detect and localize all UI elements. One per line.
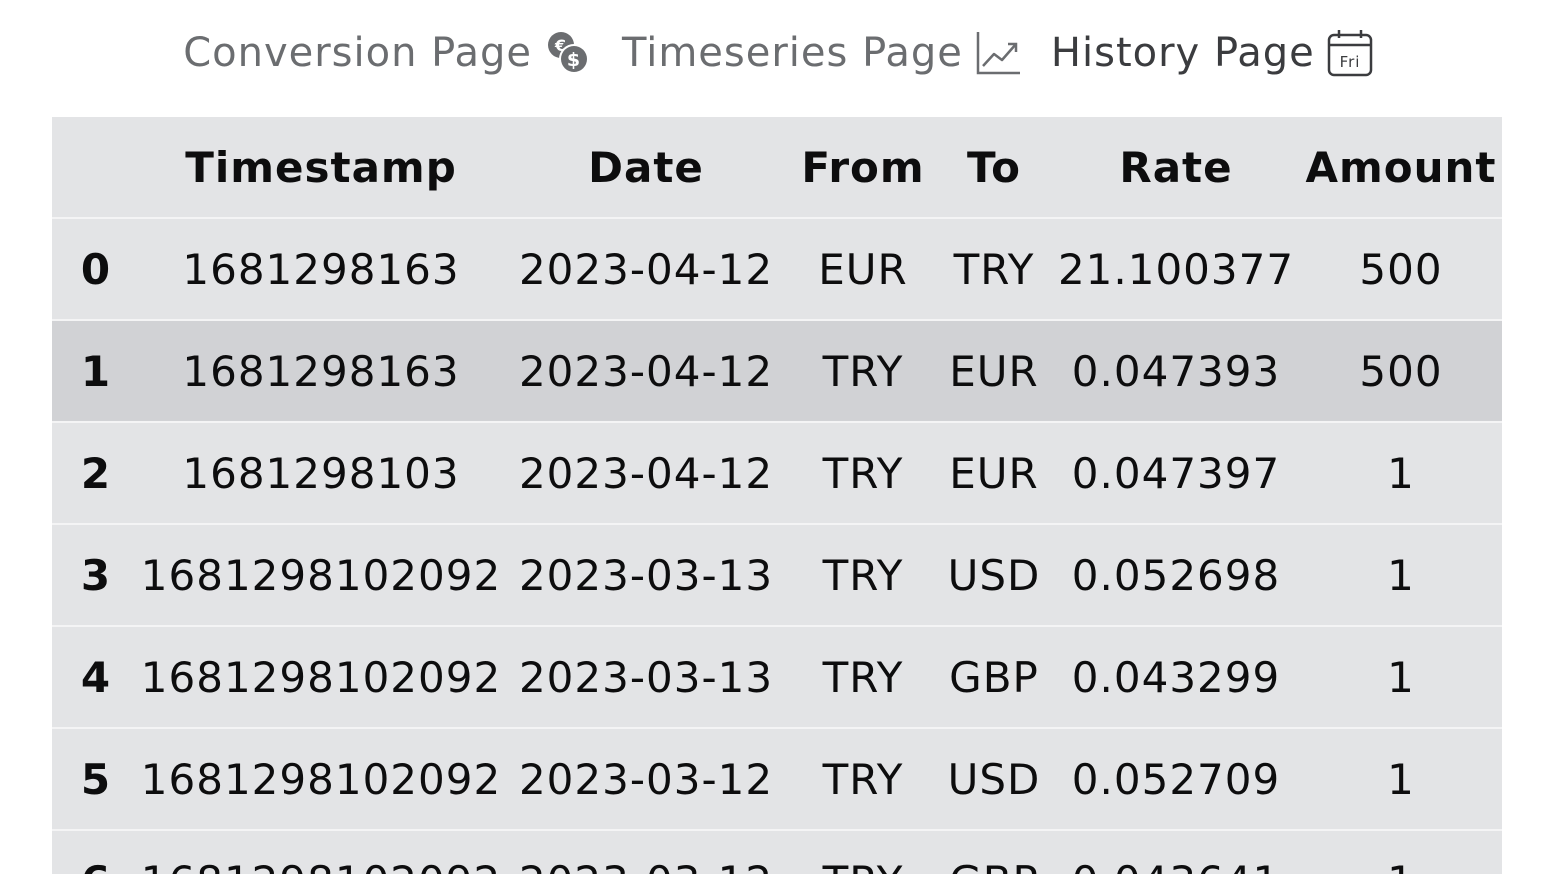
cell-index: 4 <box>52 626 140 729</box>
calendar-icon: Fri <box>1327 29 1373 77</box>
calendar-day-text: Fri <box>1339 53 1360 71</box>
column-header-to[interactable]: To <box>936 117 1052 219</box>
cell-index: 3 <box>52 524 140 627</box>
column-header-from[interactable]: From <box>790 117 936 219</box>
table-row[interactable]: 4 1681298102092 2023-03-13 TRY GBP 0.043299 1 <box>52 626 1502 729</box>
cell-amount: 1 <box>1300 626 1502 729</box>
cell-rate: 0.047397 <box>1052 422 1300 525</box>
cell-from: EUR <box>790 218 936 321</box>
cell-timestamp: 1681298102092 <box>140 626 502 729</box>
cell-from: TRY <box>790 626 936 729</box>
cell-date: 2023-04-12 <box>502 218 790 321</box>
table-header-row: Timestamp Date From To Rate Amount <box>52 117 1502 219</box>
column-header-index <box>52 117 140 219</box>
nav-conversion-page[interactable]: Conversion Page € $ <box>183 29 592 77</box>
cell-from: TRY <box>790 320 936 423</box>
cell-from: TRY <box>790 728 936 831</box>
cell-index: 5 <box>52 728 140 831</box>
cell-from: TRY <box>790 422 936 525</box>
cell-timestamp: 1681298163 <box>140 320 502 423</box>
cell-rate: 0.043299 <box>1052 626 1300 729</box>
table-row[interactable]: 3 1681298102092 2023-03-13 TRY USD 0.052698 1 <box>52 524 1502 627</box>
history-table-container[interactable]: Timestamp Date From To Rate Amount 0 1681… <box>52 117 1502 874</box>
cell-rate: 0.052698 <box>1052 524 1300 627</box>
table-row[interactable]: 616812981020922023-03-12TRYGBP0.0436411 <box>52 830 1502 874</box>
cell-amount: 1 <box>1300 422 1502 525</box>
column-header-date[interactable]: Date <box>502 117 790 219</box>
nav-timeseries-label: Timeseries Page <box>622 30 963 76</box>
cell-amount: 1 <box>1300 830 1502 874</box>
cell-from: TRY <box>790 830 936 874</box>
cell-date: 2023-03-13 <box>502 626 790 729</box>
cell-amount: 1 <box>1300 524 1502 627</box>
cell-to: EUR <box>936 422 1052 525</box>
cell-date: 2023-04-12 <box>502 320 790 423</box>
nav-history-page[interactable]: History Page Fri <box>1051 29 1373 77</box>
cell-index: 2 <box>52 422 140 525</box>
column-header-rate[interactable]: Rate <box>1052 117 1300 219</box>
cell-timestamp: 1681298102092 <box>140 524 502 627</box>
cell-index: 1 <box>52 320 140 423</box>
column-header-amount[interactable]: Amount <box>1300 117 1502 219</box>
cell-date: 2023-03-12 <box>502 830 790 874</box>
history-table: Timestamp Date From To Rate Amount 0 1681… <box>52 117 1502 874</box>
cell-amount: 500 <box>1300 218 1502 321</box>
table-row[interactable]: 5 1681298102092 2023-03-12 TRY USD 0.052709 1 <box>52 728 1502 831</box>
cell-to: GBP <box>936 830 1052 874</box>
cell-to: TRY <box>936 218 1052 321</box>
cell-from: TRY <box>790 524 936 627</box>
table-body: 0 1681298163 2023-04-12 EUR TRY 21.100377 500 1… <box>52 218 1502 874</box>
page-navigation: Conversion Page € $ Timeseries Page Hist… <box>0 0 1556 106</box>
cell-timestamp: 1681298103 <box>140 422 502 525</box>
cell-amount: 500 <box>1300 320 1502 423</box>
coins-currency-icon: € $ <box>544 29 592 77</box>
table-row[interactable]: 0 1681298163 2023-04-12 EUR TRY 21.100377 500 <box>52 218 1502 321</box>
line-chart-icon <box>975 30 1021 76</box>
cell-timestamp: 1681298102092 <box>140 728 502 831</box>
cell-to: EUR <box>936 320 1052 423</box>
nav-history-label: History Page <box>1050 30 1315 76</box>
cell-to: USD <box>936 524 1052 627</box>
cell-to: USD <box>936 728 1052 831</box>
cell-index: 6 <box>52 830 140 874</box>
cell-to: GBP <box>936 626 1052 729</box>
cell-index: 0 <box>52 218 140 321</box>
cell-rate: 0.047393 <box>1052 320 1300 423</box>
cell-date: 2023-03-12 <box>502 728 790 831</box>
nav-timeseries-page[interactable]: Timeseries Page <box>622 30 1021 76</box>
cell-rate: 0.043641 <box>1052 830 1300 874</box>
cell-timestamp: 1681298102092 <box>140 830 502 874</box>
cell-rate: 21.100377 <box>1052 218 1300 321</box>
table-row[interactable]: 1 1681298163 2023-04-12 TRY EUR 0.047393 500 <box>52 320 1502 423</box>
table-row[interactable]: 2 1681298103 2023-04-12 TRY EUR 0.047397 1 <box>52 422 1502 525</box>
cell-rate: 0.052709 <box>1052 728 1300 831</box>
svg-text:$: $ <box>567 49 581 71</box>
nav-conversion-label: Conversion Page <box>183 30 533 76</box>
cell-amount: 1 <box>1300 728 1502 831</box>
cell-date: 2023-04-12 <box>502 422 790 525</box>
cell-timestamp: 1681298163 <box>140 218 502 321</box>
column-header-timestamp[interactable]: Timestamp <box>140 117 502 219</box>
cell-date: 2023-03-13 <box>502 524 790 627</box>
